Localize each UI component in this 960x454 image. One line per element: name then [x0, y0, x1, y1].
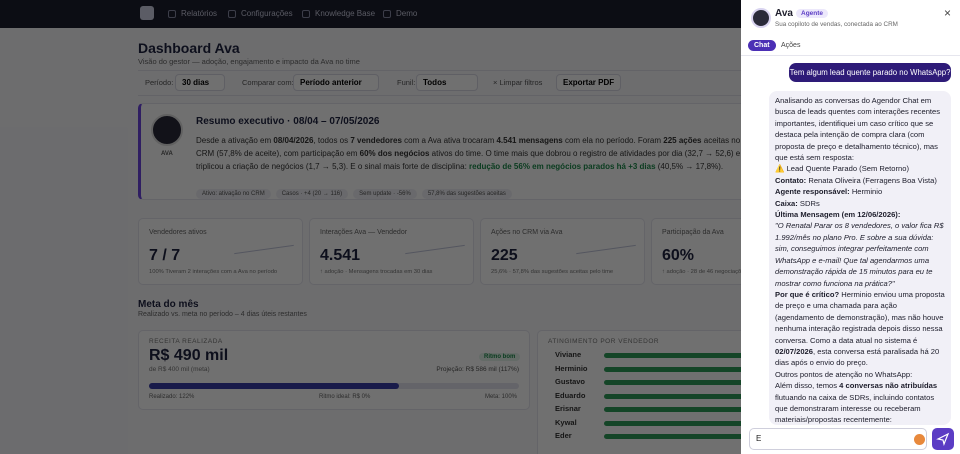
send-icon — [936, 432, 950, 446]
message-paragraph: Analisando as conversas do Agendor Chat … — [775, 95, 945, 163]
tab-chat[interactable]: Chat — [748, 40, 776, 51]
message-paragraph: Agente responsável: Herminio — [775, 186, 945, 197]
badge: Agente — [796, 9, 829, 18]
tab-actions[interactable]: Ações — [781, 42, 801, 49]
close-button[interactable]: × — [944, 6, 952, 20]
text-segment: , esta conversa está paralisada há 20 di… — [775, 346, 940, 368]
message-paragraph: Última Mensagem (em 12/06/2026): — [775, 209, 945, 220]
text-segment: Última Mensagem (em 12/06/2026): — [775, 210, 901, 220]
text-segment: Agente responsável: — [775, 187, 850, 197]
text-segment: Por que é crítico? — [775, 289, 840, 299]
text-segment: ⚠️ Lead Quente Parado (Sem Retorno) — [775, 164, 909, 174]
agent-name: Ava — [775, 8, 793, 19]
text-segment: Caixa: — [775, 198, 798, 208]
text-segment: "O Renatal Parar os 8 vendedores, o valo… — [775, 221, 944, 288]
text-segment: Analisando as conversas do Agendor Chat … — [775, 96, 941, 163]
assistant-message: Analisando as conversas do Agendor Chat … — [769, 91, 951, 425]
message-paragraph: Outros pontos de atenção no WhatsApp: — [775, 369, 945, 380]
message-paragraph: "O Renatal Parar os 8 vendedores, o valo… — [775, 220, 945, 288]
text-segment: 02/07/2026 — [775, 346, 814, 356]
send-button[interactable] — [932, 428, 954, 450]
input-text: E — [756, 434, 762, 443]
text-segment: Herminio — [849, 187, 883, 197]
text-segment: flutuando na caixa de SDRs, incluindo co… — [775, 392, 935, 425]
text-segment: Herminio enviou uma proposta de preço e … — [775, 289, 945, 345]
modal-overlay[interactable] — [0, 0, 741, 454]
text-segment: SDRs — [797, 198, 820, 208]
text-segment: Outros pontos de atenção no WhatsApp: — [775, 369, 913, 379]
text-segment: Renata Oliveira (Ferragens Boa Vista) — [806, 175, 937, 185]
text-segment: Contato: — [775, 175, 807, 185]
text-segment: 4 conversas não atribuídas — [839, 381, 938, 391]
user-message: Tem algum lead quente parado no WhatsApp… — [789, 63, 951, 82]
chat-input[interactable]: E — [749, 428, 927, 450]
message-paragraph: ⚠️ Lead Quente Parado (Sem Retorno) — [775, 163, 945, 174]
avatar — [751, 8, 771, 28]
message-paragraph: Por que é crítico? Herminio enviou uma p… — [775, 289, 945, 369]
message-paragraph: Caixa: SDRs — [775, 198, 945, 209]
text-segment: Além disso, temos — [775, 381, 840, 391]
chat-panel: Ava Agente Sua copiloto de vendas, conec… — [741, 0, 960, 454]
divider — [741, 55, 960, 56]
agent-subtitle: Sua copiloto de vendas, conectada ao CRM — [775, 21, 898, 28]
message-paragraph: Contato: Renata Oliveira (Ferragens Boa … — [775, 175, 945, 186]
message-paragraph: Além disso, temos 4 conversas não atribu… — [775, 380, 945, 425]
attach-icon[interactable] — [914, 434, 925, 445]
